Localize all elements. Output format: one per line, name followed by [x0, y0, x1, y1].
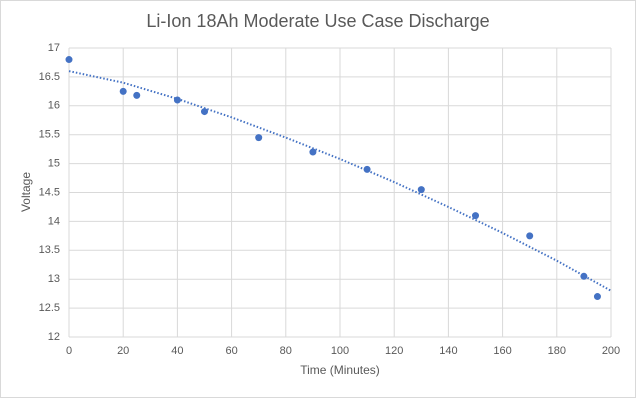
- y-tick-label: 15.5: [39, 129, 60, 141]
- y-tick-label: 13.5: [39, 244, 60, 256]
- data-point: [65, 56, 73, 64]
- x-tick-label: 200: [602, 345, 620, 357]
- y-tick-label: 12: [48, 331, 60, 343]
- data-point: [417, 186, 425, 194]
- x-tick-label: 160: [493, 345, 511, 357]
- trendline: [68, 70, 612, 292]
- x-tick-label: 100: [331, 345, 349, 357]
- data-point: [173, 96, 181, 104]
- y-tick-label: 16: [48, 100, 60, 112]
- data-point: [593, 293, 601, 301]
- data-point: [201, 108, 208, 116]
- x-tick-label: 60: [225, 345, 237, 357]
- y-tick-label: 12.5: [39, 302, 60, 314]
- x-tick-label: 140: [439, 345, 457, 357]
- x-axis-label: Time (Minutes): [300, 363, 380, 377]
- y-tick-label: 17: [48, 42, 60, 54]
- data-point: [472, 212, 479, 220]
- x-tick-label: 80: [280, 345, 292, 357]
- data-point: [309, 148, 317, 156]
- chart-title: Li-Ion 18Ah Moderate Use Case Discharge: [146, 11, 489, 31]
- x-tick-label: 180: [548, 345, 566, 357]
- data-point: [255, 134, 263, 142]
- y-tick-label: 13: [48, 273, 60, 285]
- y-axis-label: Voltage: [19, 172, 33, 212]
- y-tick-label: 16.5: [39, 71, 60, 83]
- x-tick-label: 120: [385, 345, 403, 357]
- data-point: [526, 232, 534, 240]
- data-point: [133, 91, 141, 99]
- x-tick-label: 0: [66, 345, 72, 357]
- x-tick-label: 40: [171, 345, 183, 357]
- y-tick-label: 14: [48, 215, 60, 227]
- y-tick-label: 15: [48, 158, 60, 170]
- data-point: [363, 165, 371, 173]
- data-point: [119, 87, 127, 95]
- y-tick-label: 14.5: [39, 186, 60, 198]
- x-tick-label: 20: [117, 345, 129, 357]
- data-point: [580, 272, 588, 280]
